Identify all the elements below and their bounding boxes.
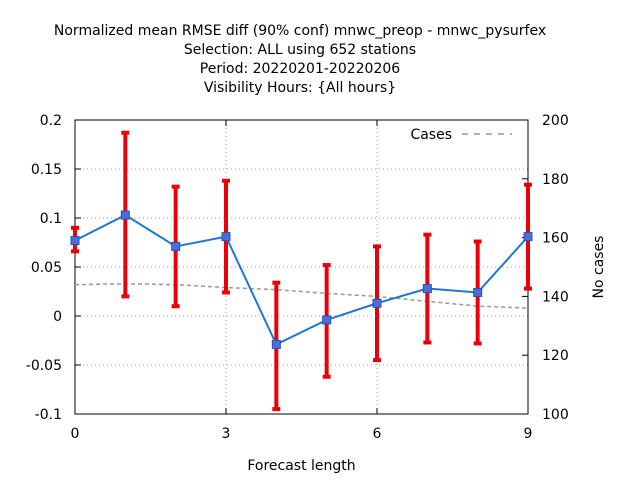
error-bars [71, 130, 532, 412]
y-tick-label: 0.05 [31, 260, 62, 276]
chart-title-line: Visibility Hours: {All hours} [204, 80, 396, 96]
data-point [422, 284, 432, 294]
data-point [271, 339, 281, 349]
data-point [322, 315, 332, 325]
cases-line [74, 283, 529, 309]
x-tick-label: 9 [524, 426, 533, 442]
data-point [473, 287, 483, 297]
x-tick-label: 0 [71, 426, 80, 442]
x-axis-label: Forecast length [247, 458, 355, 474]
y-tick-label: 0.15 [31, 162, 62, 178]
chart-title-line: Period: 20220201-20220206 [200, 61, 400, 77]
data-point [120, 210, 130, 220]
y2-tick-label: 200 [542, 113, 569, 129]
y2-tick-label: 140 [542, 289, 569, 305]
plot-frame [74, 119, 529, 415]
legend-label-cases: Cases [410, 127, 452, 143]
rmse-diff-line [74, 213, 529, 346]
data-point [70, 236, 80, 246]
data-point [221, 232, 231, 242]
legend: Cases [410, 127, 512, 143]
data-point [171, 241, 181, 251]
y-tick-label: 0 [53, 309, 62, 325]
y2-axis-label: No cases [591, 236, 607, 299]
y-tick-label: 0.1 [40, 211, 62, 227]
y2-tick-label: 100 [542, 407, 569, 423]
x-tick-label: 3 [222, 426, 231, 442]
chart-title-line: Selection: ALL using 652 stations [184, 42, 416, 58]
data-point [372, 298, 382, 308]
y2-tick-label: 180 [542, 172, 569, 188]
y-tick-label: -0.05 [26, 358, 62, 374]
grid-lines [75, 120, 528, 414]
tick-labels: 0 3 6 9 -0.1 -0.05 0 0.05 0.1 0.15 0.2 100 120 140 160… [26, 113, 569, 442]
y2-tick-label: 160 [542, 231, 569, 247]
x-tick-label: 6 [373, 426, 382, 442]
cases-series [74, 283, 529, 309]
axis-ticks [74, 119, 529, 415]
y-tick-label: 0.2 [40, 113, 62, 129]
data-point [523, 232, 533, 242]
y2-tick-label: 120 [542, 348, 569, 364]
chart-title-block: Normalized mean RMSE diff (90% conf) mnw… [54, 23, 546, 96]
main-series [70, 210, 533, 349]
chart-title-line: Normalized mean RMSE diff (90% conf) mnw… [54, 23, 546, 39]
y-tick-label: -0.1 [35, 407, 62, 423]
